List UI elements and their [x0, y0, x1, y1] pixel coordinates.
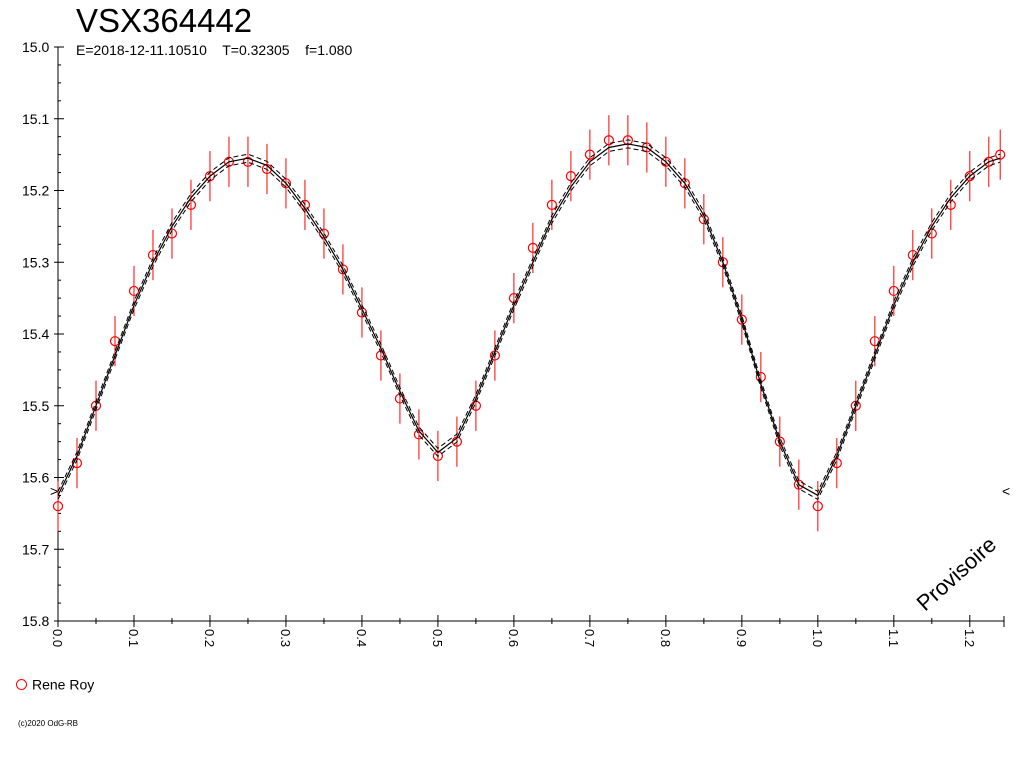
data-point	[432, 450, 444, 462]
x-tick-label: 1.0	[810, 629, 825, 647]
model-curve	[57, 139, 1001, 501]
data-point	[527, 242, 538, 253]
data-point	[242, 156, 254, 167]
data-point	[660, 156, 671, 167]
y-tick-label: 15.7	[22, 541, 49, 557]
x-tick-label: 0.4	[354, 629, 369, 647]
legend-label: Rene Roy	[32, 676, 95, 693]
data-point	[995, 149, 1006, 160]
legend: Rene Roy	[16, 674, 94, 693]
data-point	[774, 436, 785, 447]
model-upper-envelope	[57, 139, 1001, 493]
x-tick-label: 0.7	[582, 629, 597, 647]
copyright-note: (c)2020 OdG-RB	[18, 719, 79, 728]
period-label: T=0.32305	[222, 42, 290, 58]
data-point	[166, 228, 178, 239]
x-tick-label: 0.1	[126, 629, 141, 647]
legend-marker-icon	[16, 678, 27, 690]
x-tick-label: 0.0	[50, 629, 65, 647]
y-tick-label: 15.0	[22, 39, 49, 55]
data-point	[109, 336, 121, 347]
data-point	[546, 199, 557, 210]
data-point	[71, 458, 83, 469]
data-point	[812, 501, 823, 512]
y-tick-label: 15.1	[22, 111, 49, 127]
axes: 15.0 15.1 15.2 15.3 15.4 15.5 15.6 15.7 15.80.0 0…	[22, 39, 1010, 647]
data-points	[52, 115, 1006, 532]
x-tick-label: 1.2	[962, 629, 977, 647]
watermark-group: Provisoire	[912, 532, 1001, 616]
f-label: f=1.080	[305, 42, 353, 58]
model-line	[57, 143, 1001, 497]
y-tick-label: 15.8	[22, 613, 49, 629]
y-tick-label: 15.6	[22, 470, 49, 486]
x-tick-label: 0.2	[202, 629, 217, 647]
data-point	[926, 228, 937, 239]
x-tick-label: 0.3	[278, 629, 293, 647]
data-point	[394, 393, 406, 404]
epoch-label: E=2018-12-11.10510	[76, 42, 207, 58]
data-point	[736, 314, 747, 325]
model-lower-envelope	[57, 147, 1001, 501]
x-tick-label: 1.1	[886, 629, 901, 647]
data-point	[52, 501, 64, 512]
x-tick-label: 0.8	[658, 629, 673, 647]
x-tick-label: 0.5	[430, 629, 445, 647]
y-tick-label: 15.4	[22, 326, 49, 342]
x-tick-label: 0.6	[506, 629, 521, 647]
watermark-text: Provisoire	[912, 532, 1001, 616]
right-edge-marker: <	[1002, 483, 1010, 499]
y-tick-label: 15.2	[22, 183, 49, 199]
chart-title: VSX364442	[76, 2, 253, 39]
data-point	[869, 336, 880, 347]
data-point	[622, 135, 633, 146]
ephemeris-line: E=2018-12-11.10510 T=0.32305 f=1.080	[76, 42, 352, 58]
data-point	[565, 171, 576, 182]
y-tick-label: 15.5	[22, 398, 49, 414]
data-point	[907, 249, 918, 261]
left-edge-marker: >	[50, 483, 58, 499]
y-tick-label: 15.3	[22, 254, 49, 270]
data-point	[603, 135, 614, 146]
x-tick-label: 0.9	[734, 629, 749, 647]
